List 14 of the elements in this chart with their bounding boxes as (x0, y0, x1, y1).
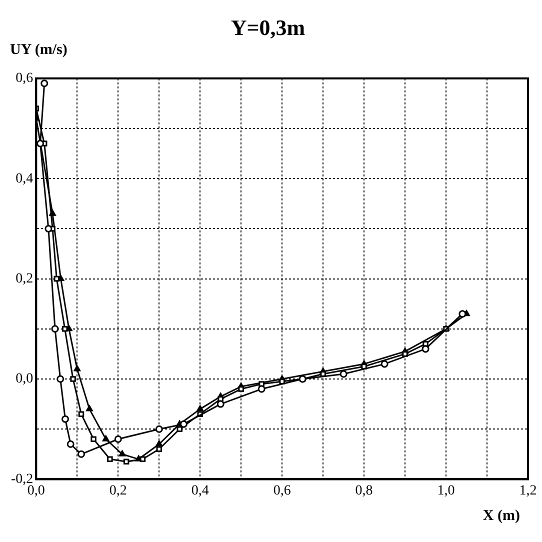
y-tick-label: 0,4 (16, 171, 34, 186)
y-tick-label: 0,2 (16, 271, 34, 286)
chart-title: Y=0,3m (230, 14, 306, 40)
x-axis-title: X (m) (482, 508, 520, 525)
x-tick-label: 0,2 (109, 483, 127, 498)
y-tick-label: 0,0 (16, 372, 34, 387)
x-tick-label: 0,8 (355, 483, 373, 498)
y-axis-title: UY (m/s) (10, 42, 68, 59)
x-tick-label: 0,6 (273, 483, 291, 498)
y-tick-label: 0,6 (16, 71, 34, 86)
x-tick-label: 1,0 (437, 483, 455, 498)
x-tick-label: 1,2 (519, 483, 537, 498)
x-tick-label: 0,4 (191, 483, 209, 498)
x-tick-label: 0,0 (27, 483, 45, 498)
